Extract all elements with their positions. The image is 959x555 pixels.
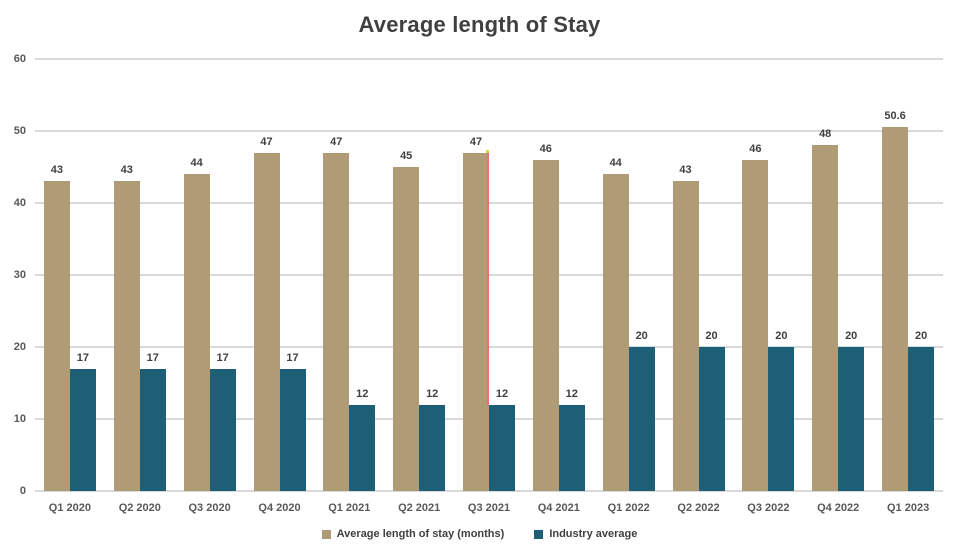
bar-avg-stay-q3-2022 (742, 159, 769, 491)
bar-avg-stay-q2-2022 (672, 181, 699, 491)
x-axis-tick-label: Q1 2023 (886, 502, 930, 514)
value-label: 50.6 (884, 109, 906, 122)
value-label: 12 (426, 387, 439, 400)
value-label: 17 (286, 351, 299, 364)
x-axis-line (35, 490, 943, 492)
y-axis-tick-label: 30 (13, 269, 26, 281)
bar-avg-stay-q1-2021 (323, 152, 350, 491)
y-axis-tick-label: 50 (13, 125, 26, 137)
gridline (35, 130, 943, 132)
x-axis-tick-label: Q4 2020 (258, 502, 301, 514)
legend-item-industry-average: Industry average (534, 528, 637, 541)
bar-avg-stay-q4-2021 (532, 159, 559, 491)
y-axis-tick-label: 60 (13, 53, 26, 65)
bar-industry-avg-q3-2022 (768, 347, 795, 491)
value-label: 45 (400, 150, 413, 162)
x-axis-tick-label: Q3 2022 (747, 502, 790, 514)
yellow-marker-dot (486, 149, 489, 153)
bar-industry-avg-q3-2021 (489, 404, 515, 491)
value-label: 46 (749, 142, 762, 155)
value-label: 12 (565, 387, 578, 400)
bar-industry-avg-q2-2022 (698, 347, 725, 491)
bar-industry-avg-q2-2021 (419, 404, 446, 491)
legend-label-industry-average: Industry average (549, 528, 638, 540)
value-label: 17 (146, 351, 159, 364)
bar-avg-stay-q2-2021 (393, 167, 420, 491)
legend-item-average-length-of-stay: Average length of stay (months) (321, 528, 505, 541)
x-axis-tick-label: Q4 2022 (817, 502, 860, 514)
value-label: 20 (705, 330, 718, 342)
x-axis-tick-label: Q1 2022 (607, 502, 650, 514)
value-label: 17 (76, 351, 90, 364)
red-marker-line (487, 152, 489, 405)
x-axis-tick-label: Q2 2022 (677, 502, 720, 514)
value-label: 43 (50, 164, 64, 177)
bar-industry-avg-q1-2022 (628, 347, 655, 491)
gridline (35, 346, 943, 348)
x-axis-tick-label: Q1 2021 (328, 502, 371, 514)
value-label: 20 (914, 330, 928, 342)
value-label: 44 (609, 157, 622, 170)
legend-label-average-length-of-stay: Average length of stay (months) (336, 528, 505, 540)
x-axis-tick-label: Q1 2020 (48, 502, 91, 514)
x-axis-tick-label: Q4 2021 (537, 502, 580, 514)
value-label: 12 (356, 387, 369, 400)
bar-avg-stay-q4-2022 (812, 145, 839, 491)
value-label: 47 (469, 135, 483, 148)
value-label: 46 (539, 142, 552, 155)
value-label: 43 (120, 164, 133, 177)
bar-industry-avg-q2-2020 (139, 368, 166, 491)
bar-avg-stay-q1-2020 (43, 181, 70, 491)
bar-avg-stay-q1-2022 (602, 174, 629, 491)
gridline (35, 58, 943, 60)
value-label: 47 (260, 135, 273, 148)
gridline (35, 202, 943, 204)
bar-industry-avg-q1-2023 (908, 347, 935, 491)
bar-avg-stay-q4-2020 (253, 152, 280, 491)
bar-industry-avg-q3-2020 (209, 368, 236, 491)
bar-avg-stay-q3-2020 (183, 174, 210, 491)
value-label: 47 (330, 135, 343, 148)
value-label: 20 (775, 330, 788, 342)
bar-industry-avg-q1-2021 (349, 404, 376, 491)
value-label: 44 (190, 157, 203, 170)
value-label: 20 (845, 330, 858, 342)
y-axis-tick-label: 10 (13, 413, 26, 425)
bar-avg-stay-q1-2023 (882, 126, 909, 491)
value-label: 48 (819, 128, 832, 141)
y-axis-tick-label: 20 (13, 341, 26, 353)
x-axis-tick-label: Q2 2021 (398, 502, 441, 514)
bar-industry-avg-q4-2020 (279, 368, 306, 491)
value-label: 17 (216, 351, 229, 364)
legend-swatch-average-length-of-stay (321, 530, 331, 539)
bar-avg-stay-q2-2020 (113, 181, 140, 491)
chart-title: Average length of Stay (358, 12, 601, 37)
bar-industry-avg-q4-2021 (558, 404, 585, 491)
y-axis-tick-label: 0 (19, 485, 26, 497)
x-axis-tick-label: Q2 2020 (118, 502, 161, 514)
legend-swatch-industry-average (534, 530, 544, 539)
x-axis-tick-label: Q3 2021 (467, 502, 511, 514)
bar-avg-stay-q3-2021 (463, 152, 489, 491)
x-axis-tick-label: Q3 2020 (188, 502, 231, 514)
bar-industry-avg-q1-2020 (69, 368, 96, 491)
y-axis-tick-label: 40 (13, 197, 26, 209)
value-label: 12 (495, 387, 509, 400)
gridline (35, 274, 943, 276)
bar-industry-avg-q4-2022 (838, 347, 865, 491)
value-label: 20 (635, 330, 648, 342)
legend: Average length of stay (months) Industry… (0, 528, 959, 541)
value-label: 43 (679, 164, 692, 177)
